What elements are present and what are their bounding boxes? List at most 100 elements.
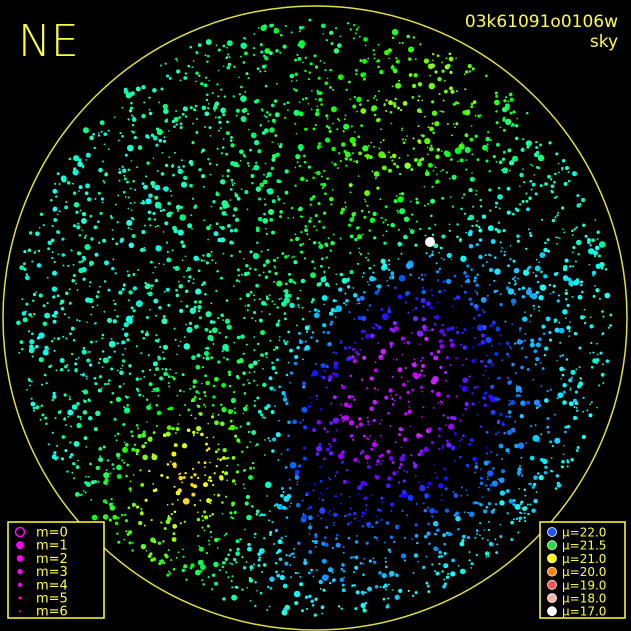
star — [486, 470, 494, 477]
star — [319, 408, 323, 411]
star — [430, 378, 437, 385]
star — [282, 583, 288, 589]
star — [273, 348, 276, 351]
star — [218, 569, 221, 572]
star — [258, 556, 261, 559]
star — [184, 471, 187, 475]
star — [208, 543, 211, 546]
star — [503, 250, 506, 253]
star — [154, 195, 159, 200]
star — [204, 327, 209, 332]
star — [217, 237, 222, 243]
star — [575, 407, 578, 409]
star — [582, 410, 585, 413]
star — [271, 521, 274, 524]
star — [388, 276, 393, 280]
star — [290, 502, 293, 505]
star — [243, 119, 246, 122]
star — [382, 154, 386, 158]
star — [564, 258, 569, 263]
star — [344, 157, 349, 161]
star — [154, 184, 161, 191]
star — [465, 231, 467, 234]
star — [492, 155, 496, 159]
star — [177, 168, 183, 174]
star — [221, 501, 224, 504]
star — [252, 168, 254, 171]
star — [378, 454, 382, 459]
star — [38, 293, 43, 298]
star — [419, 343, 422, 346]
star — [312, 225, 316, 228]
star — [117, 194, 120, 197]
star — [446, 122, 449, 126]
star — [548, 283, 552, 287]
star — [598, 297, 601, 300]
star — [365, 504, 368, 507]
star — [321, 541, 326, 546]
star — [169, 460, 172, 463]
star — [416, 436, 419, 440]
star — [529, 163, 532, 166]
star — [508, 403, 511, 406]
star — [204, 111, 210, 117]
star — [252, 466, 255, 469]
star — [397, 228, 400, 231]
star — [179, 125, 183, 130]
star — [373, 53, 376, 56]
star — [116, 432, 120, 436]
star — [335, 283, 338, 285]
star — [146, 421, 148, 423]
star — [203, 219, 206, 222]
star — [171, 537, 177, 542]
star — [474, 471, 477, 474]
star — [295, 153, 301, 160]
star — [463, 536, 466, 538]
star — [347, 223, 352, 227]
star — [472, 456, 477, 462]
star — [423, 185, 426, 188]
star — [215, 163, 218, 166]
star — [167, 303, 171, 307]
star — [590, 365, 594, 369]
star — [176, 60, 179, 62]
star — [332, 351, 335, 354]
star — [596, 230, 600, 234]
star — [470, 302, 474, 306]
star — [366, 524, 369, 527]
star — [102, 238, 107, 243]
star — [23, 267, 27, 271]
star — [196, 353, 201, 358]
star — [357, 26, 360, 29]
star — [313, 613, 317, 617]
star — [212, 320, 216, 324]
star — [415, 502, 418, 506]
star — [271, 23, 274, 27]
star — [152, 88, 157, 93]
star — [357, 175, 360, 177]
star — [485, 452, 488, 455]
star — [491, 320, 496, 325]
star — [116, 315, 119, 318]
star — [538, 295, 544, 301]
star — [423, 446, 429, 453]
star — [418, 373, 422, 377]
star — [118, 290, 123, 295]
star — [433, 463, 435, 466]
star — [398, 244, 401, 247]
star — [496, 543, 499, 546]
star — [103, 132, 107, 136]
star — [173, 510, 177, 514]
star — [385, 99, 388, 102]
star — [297, 304, 300, 307]
star — [510, 520, 514, 525]
star — [466, 494, 469, 496]
star — [491, 480, 498, 487]
star — [103, 181, 106, 184]
star — [554, 487, 558, 490]
star — [434, 472, 437, 474]
star — [121, 364, 124, 367]
star — [384, 50, 390, 56]
star — [282, 491, 285, 493]
star — [230, 143, 235, 148]
